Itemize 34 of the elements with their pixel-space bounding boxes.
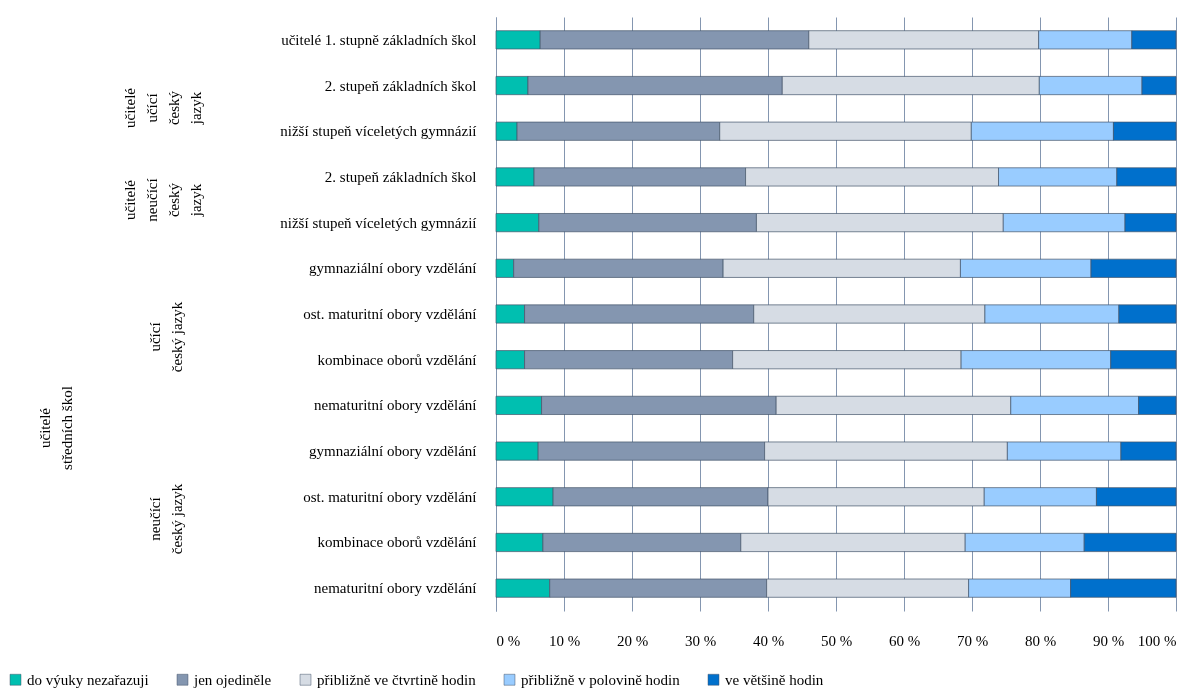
y-tick-label: ost. maturitní obory vzdělání bbox=[303, 488, 477, 505]
y-tick-label: nematuritní obory vzdělání bbox=[314, 397, 477, 414]
x-tick-label: 0 % bbox=[496, 632, 521, 649]
text: učitelé neučící český jazyk bbox=[122, 178, 204, 222]
legend-label: jen ojediněle bbox=[193, 671, 272, 688]
y-tick-label: učitelé 1. stupně základních škol bbox=[281, 31, 477, 48]
y-tick-label: 2. stupeň základních škol bbox=[324, 168, 477, 185]
y-tick-label: 2. stupeň základních škol bbox=[324, 77, 477, 94]
text: učitelé učící český jazyk bbox=[122, 87, 204, 128]
x-tick-label: 20 % bbox=[616, 632, 649, 649]
legend-label: do výuky nezařazuji bbox=[27, 671, 149, 688]
legend-label: přibližně ve čtvrtině hodin bbox=[317, 671, 477, 688]
y-tick-label: kombinace oborů vzdělání bbox=[317, 351, 477, 368]
x-tick-label: 90 % bbox=[1092, 632, 1125, 649]
y-tick-label: nematuritní obory vzdělání bbox=[314, 580, 477, 597]
text: učitelé středních škol bbox=[37, 386, 75, 470]
x-tick-label: 30 % bbox=[684, 632, 717, 649]
y-tick-label: ost. maturitní obory vzdělání bbox=[303, 306, 477, 322]
y-tick-label: gymnaziální obory vzdělání bbox=[309, 260, 477, 277]
text: učící český jazyk bbox=[147, 301, 185, 373]
legend-label: ve většině hodin bbox=[725, 671, 824, 688]
x-tick-label: 70 % bbox=[956, 632, 989, 649]
x-tick-label: 50 % bbox=[820, 632, 853, 649]
y-tick-label: gymnaziální obory vzdělání bbox=[309, 443, 477, 460]
x-tick-label: 60 % bbox=[888, 632, 921, 649]
y-tick-label: nižší stupeň víceletých gymnázií bbox=[280, 123, 477, 140]
x-tick-label: 100 % bbox=[1137, 632, 1177, 649]
x-tick-label: 10 % bbox=[548, 632, 581, 649]
y-tick-label: nižší stupeň víceletých gymnázií bbox=[280, 214, 477, 231]
y-tick-label: kombinace oborů vzdělání bbox=[317, 534, 477, 551]
legend-label: přibližně v polovině hodin bbox=[521, 671, 681, 688]
text: neučící český jazyk bbox=[147, 483, 185, 555]
x-tick-label: 40 % bbox=[752, 632, 785, 649]
x-tick-label: 80 % bbox=[1024, 632, 1057, 649]
